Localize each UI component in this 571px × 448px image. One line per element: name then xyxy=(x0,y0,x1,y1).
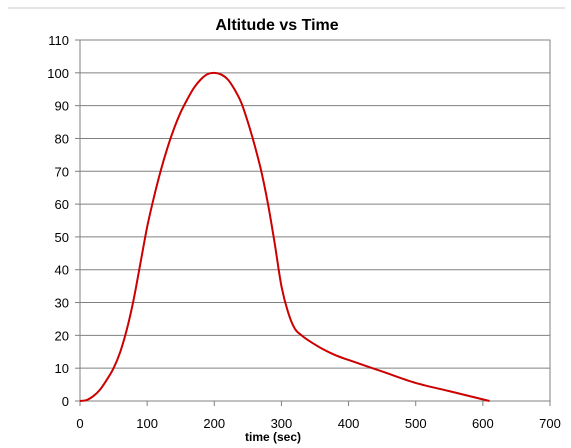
x-tick-label: 500 xyxy=(405,416,427,431)
y-tick-label: 0 xyxy=(62,394,69,409)
x-tick-label: 600 xyxy=(472,416,494,431)
y-tick-label: 30 xyxy=(55,296,69,311)
x-tick-label: 700 xyxy=(539,416,561,431)
gridlines xyxy=(80,72,550,369)
x-axis-label: time (sec) xyxy=(245,430,301,444)
y-tick-label: 100 xyxy=(47,66,69,81)
x-tick-label: 200 xyxy=(203,416,225,431)
y-tick-label: 60 xyxy=(55,197,69,212)
y-tick-label: 70 xyxy=(55,164,69,179)
y-tick-label: 90 xyxy=(55,99,69,114)
y-tick-label: 20 xyxy=(55,328,69,343)
x-tick-label: 0 xyxy=(76,416,83,431)
y-tick-label: 40 xyxy=(55,263,69,278)
series-layer xyxy=(79,71,490,402)
x-tick-label: 300 xyxy=(271,416,293,431)
y-tick-label: 110 xyxy=(48,33,69,48)
y-tick-label: 10 xyxy=(55,361,69,376)
x-tick-label: 400 xyxy=(338,416,360,431)
y-axis: 0 10 20 30 40 50 60 70 80 90 100 110 xyxy=(47,33,80,409)
x-tick-label: 100 xyxy=(136,416,158,431)
x-axis: 0 100 200 300 400 500 600 700 xyxy=(76,401,561,431)
chart-title: Altitude vs Time xyxy=(215,17,338,34)
plot-area xyxy=(79,39,551,402)
y-tick-label: 50 xyxy=(55,230,69,245)
y-tick-label: 80 xyxy=(55,131,69,146)
altitude-series-line xyxy=(79,71,490,402)
